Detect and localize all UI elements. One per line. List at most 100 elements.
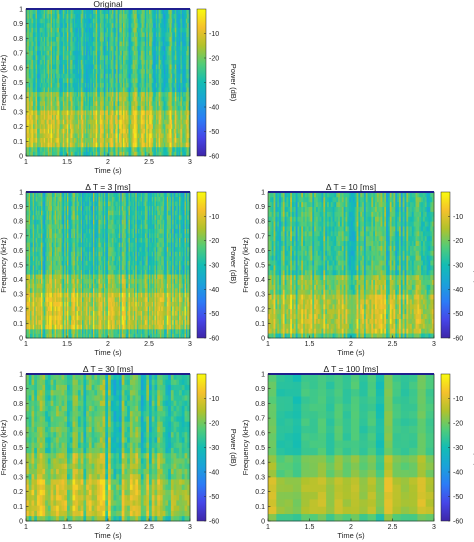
spectrogram-cell bbox=[149, 142, 151, 148]
spectrogram-cell bbox=[147, 77, 150, 83]
spectrogram-cell bbox=[139, 68, 142, 74]
spectrogram-cell bbox=[164, 45, 166, 51]
spectrogram-cell bbox=[61, 45, 64, 51]
spectrogram-cell bbox=[88, 68, 91, 74]
spectrogram-cell bbox=[116, 151, 118, 157]
spectrogram-cell bbox=[91, 73, 94, 79]
spectrogram-cell bbox=[84, 82, 87, 88]
spectrogram-cell bbox=[80, 36, 83, 42]
spectrogram-cell bbox=[67, 133, 69, 139]
spectrogram-cell bbox=[153, 142, 155, 148]
spectrogram-cell bbox=[58, 68, 61, 74]
spectrogram-cell bbox=[35, 119, 38, 125]
spectrogram-cell bbox=[184, 45, 187, 51]
spectrogram-cell bbox=[128, 45, 131, 51]
spectrogram-cell bbox=[47, 22, 50, 28]
spectrogram-cell bbox=[135, 100, 138, 106]
spectrogram-cell bbox=[57, 105, 60, 111]
spectrogram-cell bbox=[140, 110, 143, 116]
spectrogram-cell bbox=[177, 142, 180, 148]
spectrogram-cell bbox=[62, 31, 65, 37]
spectrogram-cell bbox=[173, 96, 176, 102]
spectrogram-cell bbox=[32, 68, 35, 74]
spectrogram-cell bbox=[39, 54, 42, 60]
spectrogram-cell bbox=[140, 114, 143, 120]
spectrogram-cell bbox=[149, 64, 151, 70]
spectrogram-cell bbox=[147, 27, 150, 33]
spectrogram-cell bbox=[120, 13, 123, 19]
spectrogram-cell bbox=[172, 142, 174, 148]
spectrogram-cell bbox=[113, 114, 116, 120]
spectrogram-cell bbox=[108, 87, 110, 93]
spectrogram-cell bbox=[135, 45, 138, 51]
spectrogram-cell bbox=[139, 59, 142, 65]
spectrogram-cell bbox=[35, 96, 38, 102]
spectrogram-cell bbox=[71, 142, 73, 148]
spectrogram-cell bbox=[26, 36, 28, 42]
spectrogram-cell bbox=[121, 77, 124, 83]
spectrogram-cell bbox=[88, 137, 91, 143]
spectrogram-cell bbox=[36, 64, 39, 70]
spectrogram-cell bbox=[132, 13, 135, 19]
spectrogram-cell bbox=[149, 59, 151, 65]
spectrogram-cell bbox=[32, 54, 35, 60]
spectrogram-cell bbox=[144, 128, 147, 134]
spectrogram-cell bbox=[26, 68, 28, 74]
spectrogram-cell bbox=[77, 105, 80, 111]
spectrogram-cell bbox=[124, 68, 127, 74]
spectrogram-cell bbox=[120, 59, 123, 65]
spectrogram-cell bbox=[67, 110, 69, 116]
spectrogram-cell bbox=[164, 128, 166, 134]
spectrogram-cell bbox=[166, 45, 169, 51]
spectrogram-cell bbox=[31, 105, 34, 111]
spectrogram-cell bbox=[149, 146, 151, 152]
spectrogram-cell bbox=[86, 31, 88, 37]
spectrogram-cell bbox=[150, 54, 153, 60]
spectrogram-cell bbox=[30, 110, 32, 116]
spectrogram-cell bbox=[82, 91, 84, 97]
spectrogram-cell bbox=[150, 41, 153, 47]
spectrogram-cell bbox=[36, 41, 39, 47]
spectrogram-cell bbox=[128, 87, 131, 93]
spectrogram-cell bbox=[27, 133, 30, 139]
spectrogram-cell bbox=[164, 36, 166, 42]
spectrogram-cell bbox=[169, 100, 172, 106]
spectrogram-cell bbox=[51, 64, 54, 70]
spectrogram-cell bbox=[34, 82, 36, 88]
spectrogram-cell bbox=[43, 142, 46, 148]
y-tick-label: 0.9 bbox=[13, 21, 23, 28]
spectrogram-cell bbox=[184, 27, 187, 33]
spectrogram-cell bbox=[103, 50, 106, 56]
spectrogram-cell bbox=[117, 77, 120, 83]
spectrogram-cell bbox=[174, 73, 177, 79]
spectrogram-cell bbox=[36, 137, 39, 143]
spectrogram-cell bbox=[92, 73, 95, 79]
spectrogram-cell bbox=[114, 110, 117, 116]
spectrogram-cell bbox=[51, 18, 54, 24]
spectrogram-cell bbox=[164, 146, 166, 152]
spectrogram-cell bbox=[72, 105, 75, 111]
spectrogram-cell bbox=[77, 77, 80, 83]
spectrogram-cell bbox=[153, 18, 155, 24]
spectrogram-cell bbox=[84, 123, 87, 129]
spectrogram-cell bbox=[166, 110, 169, 116]
spectrogram-cell bbox=[79, 128, 82, 134]
spectrogram-cell bbox=[57, 91, 60, 97]
spectrogram-cell bbox=[173, 18, 176, 24]
spectrogram-cell bbox=[143, 45, 146, 51]
spectrogram-cell bbox=[99, 73, 102, 79]
spectrogram-cell bbox=[146, 64, 149, 70]
spectrogram-cell bbox=[179, 36, 181, 42]
spectrogram-cell bbox=[143, 137, 146, 143]
spectrogram-cell bbox=[65, 73, 68, 79]
spectrogram-cell bbox=[80, 123, 83, 129]
spectrogram-cell bbox=[181, 96, 184, 102]
spectrogram-cell bbox=[168, 128, 170, 134]
spectrogram-cell bbox=[173, 128, 176, 134]
spectrogram-cell bbox=[151, 73, 154, 79]
spectrogram-cell bbox=[154, 146, 157, 152]
spectrogram-cell bbox=[35, 31, 38, 37]
spectrogram-cell bbox=[94, 13, 97, 19]
spectrogram-cell bbox=[120, 110, 123, 116]
spectrogram-cell bbox=[116, 96, 118, 102]
